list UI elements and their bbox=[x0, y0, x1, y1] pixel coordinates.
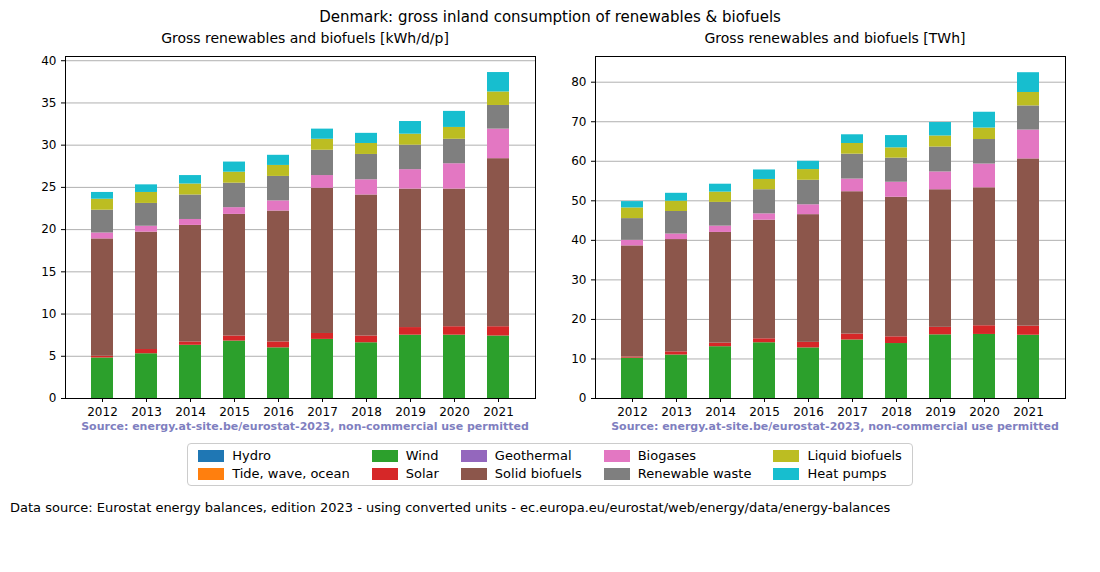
svg-text:15: 15 bbox=[41, 265, 56, 279]
svg-text:80: 80 bbox=[571, 75, 586, 89]
html-text:Gross renewables and biofuels: Gross renewables and biofuels [TWh] bbox=[704, 30, 966, 46]
svg-text:2016: 2016 bbox=[263, 405, 294, 419]
svg-text:10: 10 bbox=[41, 307, 56, 321]
svg-text:30: 30 bbox=[571, 273, 586, 287]
svg-text:10: 10 bbox=[571, 352, 586, 366]
html-text:Tide, wave, ocean: Tide, wave, ocean bbox=[232, 466, 350, 481]
svg-text:2015: 2015 bbox=[219, 405, 250, 419]
svg-text:2021: 2021 bbox=[1013, 405, 1044, 419]
svg-text:2014: 2014 bbox=[705, 405, 736, 419]
svg-text:2021: 2021 bbox=[483, 405, 514, 419]
svg-text:40: 40 bbox=[41, 54, 56, 68]
svg-text:0: 0 bbox=[579, 391, 587, 405]
svg-text:40: 40 bbox=[571, 233, 586, 247]
html-text:Biogases: Biogases bbox=[637, 448, 696, 463]
svg-text:30: 30 bbox=[41, 138, 56, 152]
html-text:Geothermal: Geothermal bbox=[494, 448, 572, 463]
html-text:Data source: Eurostat energy b: Data source: Eurostat energy balances, e… bbox=[10, 500, 891, 515]
svg-text:2014: 2014 bbox=[175, 405, 206, 419]
svg-text:25: 25 bbox=[41, 180, 56, 194]
svg-text:2020: 2020 bbox=[439, 405, 470, 419]
html-text:Solid biofuels: Solid biofuels bbox=[494, 466, 582, 481]
html-text:Renewable waste: Renewable waste bbox=[637, 466, 752, 481]
html-text:Source: energy.at-site.be/euro: Source: energy.at-site.be/eurostat-2023,… bbox=[611, 420, 1059, 433]
html-text:Heat pumps: Heat pumps bbox=[807, 466, 887, 481]
svg-text:2012: 2012 bbox=[87, 405, 118, 419]
svg-text:2018: 2018 bbox=[351, 405, 382, 419]
svg-text:2019: 2019 bbox=[395, 405, 426, 419]
svg-text:2013: 2013 bbox=[661, 405, 692, 419]
svg-text:35: 35 bbox=[41, 96, 56, 110]
svg-text:60: 60 bbox=[571, 154, 586, 168]
html-text:Gross renewables and biofuels: Gross renewables and biofuels [kWh/d/p] bbox=[161, 30, 449, 46]
svg-text:2018: 2018 bbox=[881, 405, 912, 419]
svg-text:50: 50 bbox=[571, 194, 586, 208]
svg-text:2013: 2013 bbox=[131, 405, 162, 419]
svg-text:2016: 2016 bbox=[793, 405, 824, 419]
svg-text:20: 20 bbox=[571, 312, 586, 326]
html-text:Solar: Solar bbox=[405, 466, 439, 481]
svg-text:0: 0 bbox=[49, 391, 57, 405]
html-text:Liquid biofuels: Liquid biofuels bbox=[807, 448, 902, 463]
html-text:Denmark: gross inland consumpt: Denmark: gross inland consumption of ren… bbox=[319, 8, 781, 26]
svg-text:2019: 2019 bbox=[925, 405, 956, 419]
html-text:Hydro: Hydro bbox=[232, 448, 271, 463]
html-text:Source: energy.at-site.be/euro: Source: energy.at-site.be/eurostat-2023,… bbox=[81, 420, 529, 433]
svg-text:2012: 2012 bbox=[617, 405, 648, 419]
svg-text:70: 70 bbox=[571, 115, 586, 129]
svg-text:20: 20 bbox=[41, 222, 56, 236]
svg-text:2017: 2017 bbox=[837, 405, 868, 419]
svg-text:2020: 2020 bbox=[969, 405, 1000, 419]
svg-text:5: 5 bbox=[49, 349, 57, 363]
svg-text:2017: 2017 bbox=[307, 405, 338, 419]
svg-text:2015: 2015 bbox=[749, 405, 780, 419]
html-text:Wind: Wind bbox=[405, 448, 439, 463]
